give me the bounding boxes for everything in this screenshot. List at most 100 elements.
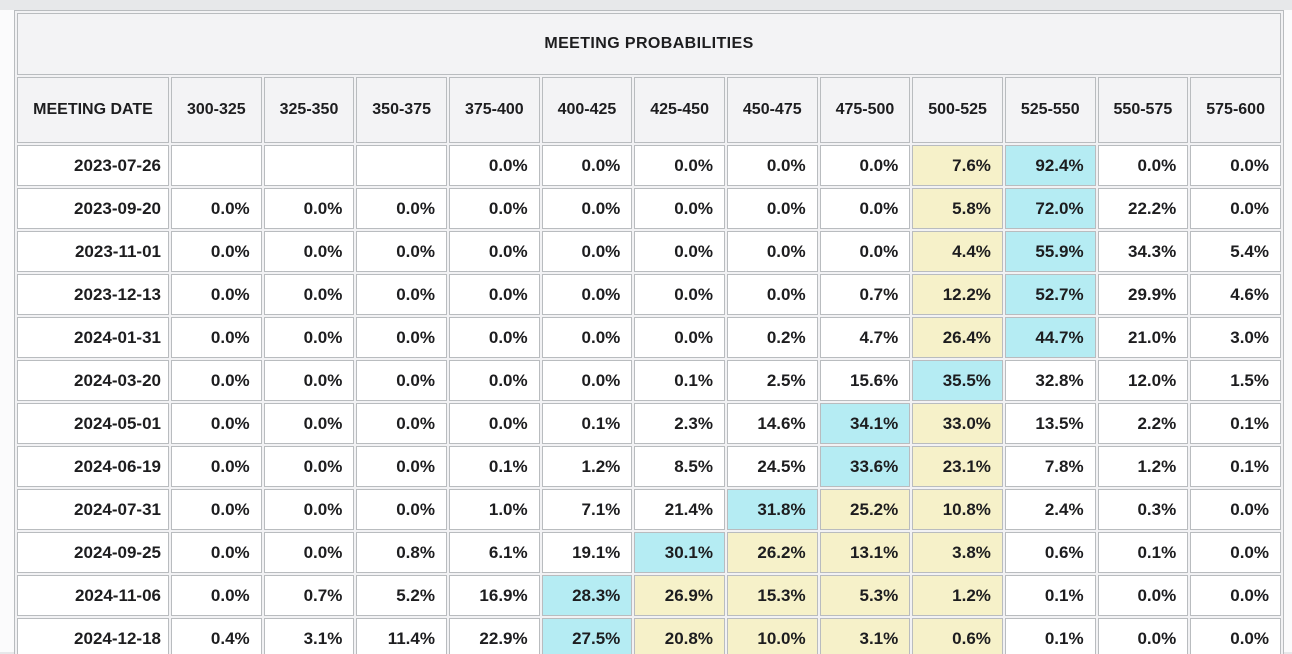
rate-column-header: 500-525 <box>912 77 1003 143</box>
probability-cell: 27.5% <box>541 618 633 654</box>
probability-cell: 6.1% <box>448 532 540 573</box>
probability-cell: 0.0% <box>634 145 725 186</box>
meeting-probabilities-table: MEETING PROBABILITIES MEETING DATE 300-3… <box>14 10 1284 654</box>
probability-cell: 0.1% <box>541 403 633 444</box>
meeting-date-cell: 2024-06-19 <box>17 446 169 487</box>
meeting-date-column-header: MEETING DATE <box>17 77 169 143</box>
probability-cell: 10.8% <box>912 489 1003 530</box>
probability-cell: 0.0% <box>448 360 540 401</box>
probability-cell: 34.1% <box>819 403 911 444</box>
rate-column-header: 325-350 <box>263 77 355 143</box>
probability-cell: 0.0% <box>634 231 725 272</box>
probability-cell: 0.0% <box>1097 575 1189 616</box>
probability-cell: 0.0% <box>541 317 633 358</box>
table-row: 2024-12-18 0.4% 3.1% 11.4% 22.9% 27.5% 20.8% 10… <box>17 618 1281 654</box>
probability-cell: 0.0% <box>263 360 355 401</box>
table-row: 2024-05-01 0.0% 0.0% 0.0% 0.0% 0.1% 2.3% 14.6% 3… <box>17 403 1281 444</box>
probability-cell: 26.2% <box>726 532 818 573</box>
meeting-date-cell: 2024-03-20 <box>17 360 169 401</box>
table-title: MEETING PROBABILITIES <box>17 13 1281 75</box>
probability-cell: 0.0% <box>448 403 540 444</box>
probability-cell: 0.0% <box>171 188 262 229</box>
probability-cell: 1.5% <box>1190 360 1281 401</box>
probability-cell: 0.0% <box>171 360 262 401</box>
rate-column-header: 400-425 <box>541 77 633 143</box>
meeting-date-cell: 2024-11-06 <box>17 575 169 616</box>
table-row: 2024-11-06 0.0% 0.7% 5.2% 16.9% 28.3% 26.9% 15.… <box>17 575 1281 616</box>
probability-cell: 0.0% <box>263 403 355 444</box>
probability-cell: 13.5% <box>1004 403 1096 444</box>
probability-cell: 32.8% <box>1004 360 1096 401</box>
probability-cell: 33.6% <box>819 446 911 487</box>
meeting-date-cell: 2023-11-01 <box>17 231 169 272</box>
probability-cell: 0.4% <box>171 618 262 654</box>
probability-cell: 0.1% <box>1004 618 1096 654</box>
probability-cell: 3.1% <box>263 618 355 654</box>
probability-cell: 0.6% <box>912 618 1003 654</box>
meeting-date-cell: 2024-01-31 <box>17 317 169 358</box>
probability-cell: 0.0% <box>263 489 355 530</box>
probability-cell: 0.0% <box>356 188 447 229</box>
probability-cell: 0.0% <box>1190 532 1281 573</box>
probability-cell: 55.9% <box>1004 231 1096 272</box>
probability-cell: 0.1% <box>448 446 540 487</box>
probability-cell: 19.1% <box>541 532 633 573</box>
probability-cell: 0.0% <box>448 274 540 315</box>
probability-cell: 3.8% <box>912 532 1003 573</box>
probability-cell: 1.2% <box>912 575 1003 616</box>
meeting-date-cell: 2023-09-20 <box>17 188 169 229</box>
table-row: 2023-07-26 0.0% 0.0% 0.0% 0.0% 0.0% 7.6% 92.4% 0… <box>17 145 1281 186</box>
rate-column-header: 525-550 <box>1004 77 1096 143</box>
probability-cell: 2.5% <box>726 360 818 401</box>
probability-cell: 0.0% <box>448 145 540 186</box>
probability-cell: 0.2% <box>726 317 818 358</box>
probability-cell: 15.6% <box>819 360 911 401</box>
probability-cell: 0.0% <box>171 532 262 573</box>
probability-cell: 0.1% <box>1190 403 1281 444</box>
probability-cell: 0.0% <box>541 188 633 229</box>
probability-cell: 0.0% <box>356 446 447 487</box>
probability-cell: 0.0% <box>726 231 818 272</box>
probability-cell: 0.0% <box>819 145 911 186</box>
probability-cell: 2.3% <box>634 403 725 444</box>
probability-cell: 29.9% <box>1097 274 1189 315</box>
meeting-date-cell: 2024-05-01 <box>17 403 169 444</box>
probability-cell: 0.0% <box>541 274 633 315</box>
probability-cell: 20.8% <box>634 618 725 654</box>
probability-cell: 0.0% <box>1190 575 1281 616</box>
probability-cell: 0.0% <box>1097 145 1189 186</box>
probability-cell: 0.0% <box>448 317 540 358</box>
probability-cell: 0.0% <box>634 274 725 315</box>
probability-cell: 5.2% <box>356 575 447 616</box>
probability-cell: 26.4% <box>912 317 1003 358</box>
probability-cell: 0.0% <box>541 231 633 272</box>
probability-cell: 0.0% <box>541 360 633 401</box>
probability-cell: 0.0% <box>1097 618 1189 654</box>
probability-cell: 34.3% <box>1097 231 1189 272</box>
probability-cell: 0.0% <box>634 188 725 229</box>
probability-cell: 31.8% <box>726 489 818 530</box>
table-row: 2024-07-31 0.0% 0.0% 0.0% 1.0% 7.1% 21.4% 31.8%… <box>17 489 1281 530</box>
probability-cell: 22.2% <box>1097 188 1189 229</box>
table-row: 2024-06-19 0.0% 0.0% 0.0% 0.1% 1.2% 8.5% 24.5% 3… <box>17 446 1281 487</box>
probability-cell: 0.0% <box>1190 188 1281 229</box>
probability-cell: 28.3% <box>541 575 633 616</box>
probability-cell: 0.0% <box>448 231 540 272</box>
probability-cell: 5.4% <box>1190 231 1281 272</box>
table-row: 2024-09-25 0.0% 0.0% 0.8% 6.1% 19.1% 30.1% 26.2… <box>17 532 1281 573</box>
probability-cell: 4.4% <box>912 231 1003 272</box>
probability-cell: 0.0% <box>263 188 355 229</box>
rate-column-header: 425-450 <box>634 77 725 143</box>
probability-cell: 0.0% <box>448 188 540 229</box>
probability-cell: 33.0% <box>912 403 1003 444</box>
probability-cell: 16.9% <box>448 575 540 616</box>
probability-cell: 8.5% <box>634 446 725 487</box>
table-row: 2023-12-13 0.0% 0.0% 0.0% 0.0% 0.0% 0.0% 0.0% 0.… <box>17 274 1281 315</box>
probability-cell: 4.7% <box>819 317 911 358</box>
probability-cell: 0.1% <box>634 360 725 401</box>
probability-cell <box>263 145 355 186</box>
probability-cell: 0.0% <box>356 274 447 315</box>
probability-cell: 1.2% <box>1097 446 1189 487</box>
probability-cell: 0.0% <box>726 188 818 229</box>
probability-cell: 0.0% <box>263 317 355 358</box>
